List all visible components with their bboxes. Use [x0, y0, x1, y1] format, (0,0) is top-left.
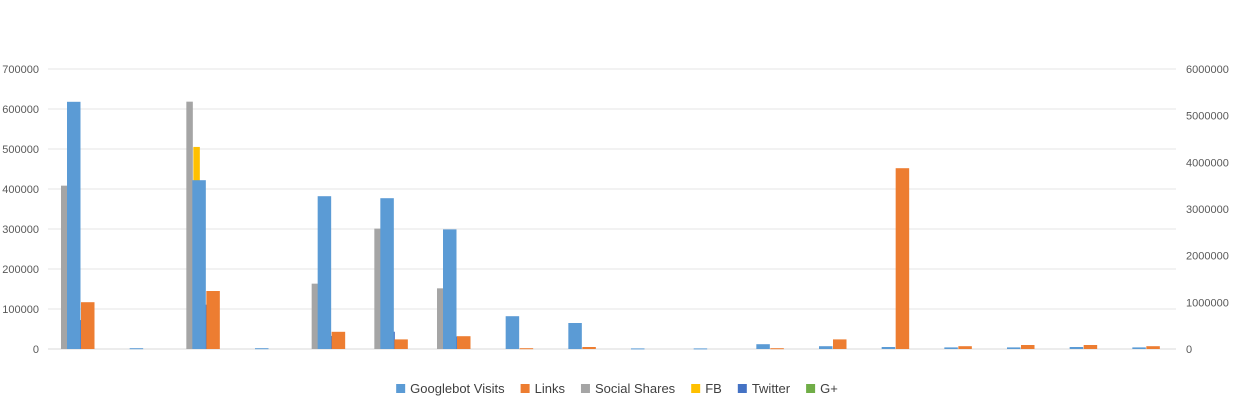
- bar-googlebot-visits: [568, 323, 582, 349]
- bar-links: [81, 302, 95, 349]
- bar-googlebot-visits: [443, 229, 457, 349]
- bar-googlebot-visits: [129, 348, 144, 350]
- right-tick-label: 3000000: [1186, 204, 1229, 216]
- bar-googlebot-visits: [1069, 347, 1084, 349]
- bar-googlebot-visits: [505, 316, 520, 349]
- left-tick-label: 400000: [2, 184, 39, 196]
- legend-swatch: [396, 384, 406, 393]
- bar-links: [770, 348, 784, 350]
- bar-social-shares: [186, 101, 193, 350]
- legend-swatch: [520, 384, 530, 393]
- legend-swatch: [691, 384, 701, 393]
- legend-label: Googlebot Visits: [410, 381, 505, 396]
- bar-links: [582, 347, 596, 349]
- bar-links: [833, 339, 847, 349]
- bar-googlebot-visits: [255, 348, 269, 350]
- right-tick-label: 1000000: [1186, 297, 1229, 309]
- bar-social-shares: [437, 288, 444, 349]
- bar-googlebot-visits: [693, 348, 708, 350]
- legend-label: Twitter: [752, 381, 791, 396]
- bar-links: [457, 336, 471, 349]
- bar-social-shares: [61, 185, 68, 349]
- bars: [61, 101, 1160, 350]
- legend-label: G+: [820, 381, 838, 396]
- legend: Googlebot Visits Links Social Shares FB Twit…: [396, 381, 838, 396]
- bar-links: [1083, 345, 1098, 349]
- left-tick-label: 300000: [2, 224, 39, 236]
- legend-label: Links: [535, 381, 566, 396]
- left-tick-label: 100000: [2, 304, 39, 316]
- bar-links: [206, 291, 220, 349]
- right-tick-label: 6000000: [1186, 64, 1229, 76]
- left-tick-label: 200000: [2, 264, 39, 276]
- left-tick-label: 700000: [2, 64, 39, 76]
- gridlines: [48, 68, 1176, 350]
- left-axis: 0 100000 200000 300000 400000 500000 600000 700…: [2, 64, 39, 356]
- bar-googlebot-visits: [1007, 347, 1021, 349]
- left-tick-label: 500000: [2, 144, 39, 156]
- bar-googlebot-visits: [317, 196, 332, 349]
- bar-googlebot-visits: [819, 346, 833, 349]
- bar-links: [394, 339, 408, 349]
- right-tick-label: 5000000: [1186, 111, 1229, 123]
- right-tick-label: 0: [1186, 344, 1192, 356]
- bar-links: [958, 346, 972, 349]
- legend-swatch: [580, 384, 590, 393]
- legend-swatch: [737, 384, 747, 393]
- bar-googlebot-visits: [380, 198, 394, 349]
- bar-links: [331, 331, 346, 349]
- bar-googlebot-visits: [1132, 347, 1146, 349]
- right-tick-label: 2000000: [1186, 251, 1229, 263]
- legend-label: FB: [705, 381, 722, 396]
- bar-googlebot-visits: [67, 101, 81, 349]
- bar-googlebot-visits: [192, 180, 206, 349]
- left-tick-label: 600000: [2, 104, 39, 116]
- right-tick-label: 4000000: [1186, 157, 1229, 169]
- bar-googlebot-visits: [631, 348, 645, 350]
- legend-swatch: [806, 384, 816, 393]
- bar-links: [519, 348, 534, 350]
- bar-links: [1146, 346, 1160, 349]
- legend-label: Social Shares: [595, 381, 676, 396]
- right-axis: 0 1000000 2000000 3000000 4000000 5000000 6000…: [1186, 64, 1229, 356]
- bar-links: [1021, 345, 1035, 349]
- bar-links: [895, 168, 910, 349]
- left-tick-label: 0: [33, 344, 39, 356]
- bar-social-shares: [374, 228, 381, 349]
- bar-googlebot-visits: [881, 347, 896, 349]
- bar-googlebot-visits: [756, 344, 770, 349]
- bar-googlebot-visits: [944, 347, 958, 349]
- bar-social-shares: [311, 283, 319, 349]
